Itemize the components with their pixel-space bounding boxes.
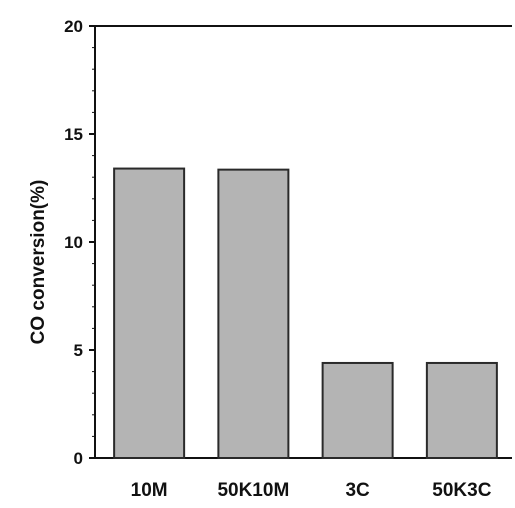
x-category-label: 50K10M xyxy=(217,480,289,501)
bar-50k3c xyxy=(425,361,498,459)
y-tick-label: 0 xyxy=(74,449,83,468)
bar-10m xyxy=(113,167,186,459)
plot-area: 0 5 10 15 20 10M 50K10M 3C 50K3C xyxy=(64,17,512,501)
y-axis-title: CO conversion(%) xyxy=(28,180,49,345)
y-tick-label: 15 xyxy=(64,125,83,144)
bar-50k10m xyxy=(217,168,290,459)
y-axis-ticks: 0 5 10 15 20 xyxy=(64,17,95,468)
y-tick-label: 10 xyxy=(64,233,83,252)
x-category-label: 50K3C xyxy=(432,480,491,501)
x-axis-category-labels: 10M 50K10M 3C 50K3C xyxy=(131,480,492,501)
x-category-label: 10M xyxy=(131,480,168,501)
y-axis-minor-ticks xyxy=(92,47,95,437)
bar-3c xyxy=(321,361,394,459)
y-tick-label: 20 xyxy=(64,17,83,36)
x-category-label: 3C xyxy=(345,480,370,501)
bars xyxy=(113,167,498,459)
y-tick-label: 5 xyxy=(74,341,83,360)
